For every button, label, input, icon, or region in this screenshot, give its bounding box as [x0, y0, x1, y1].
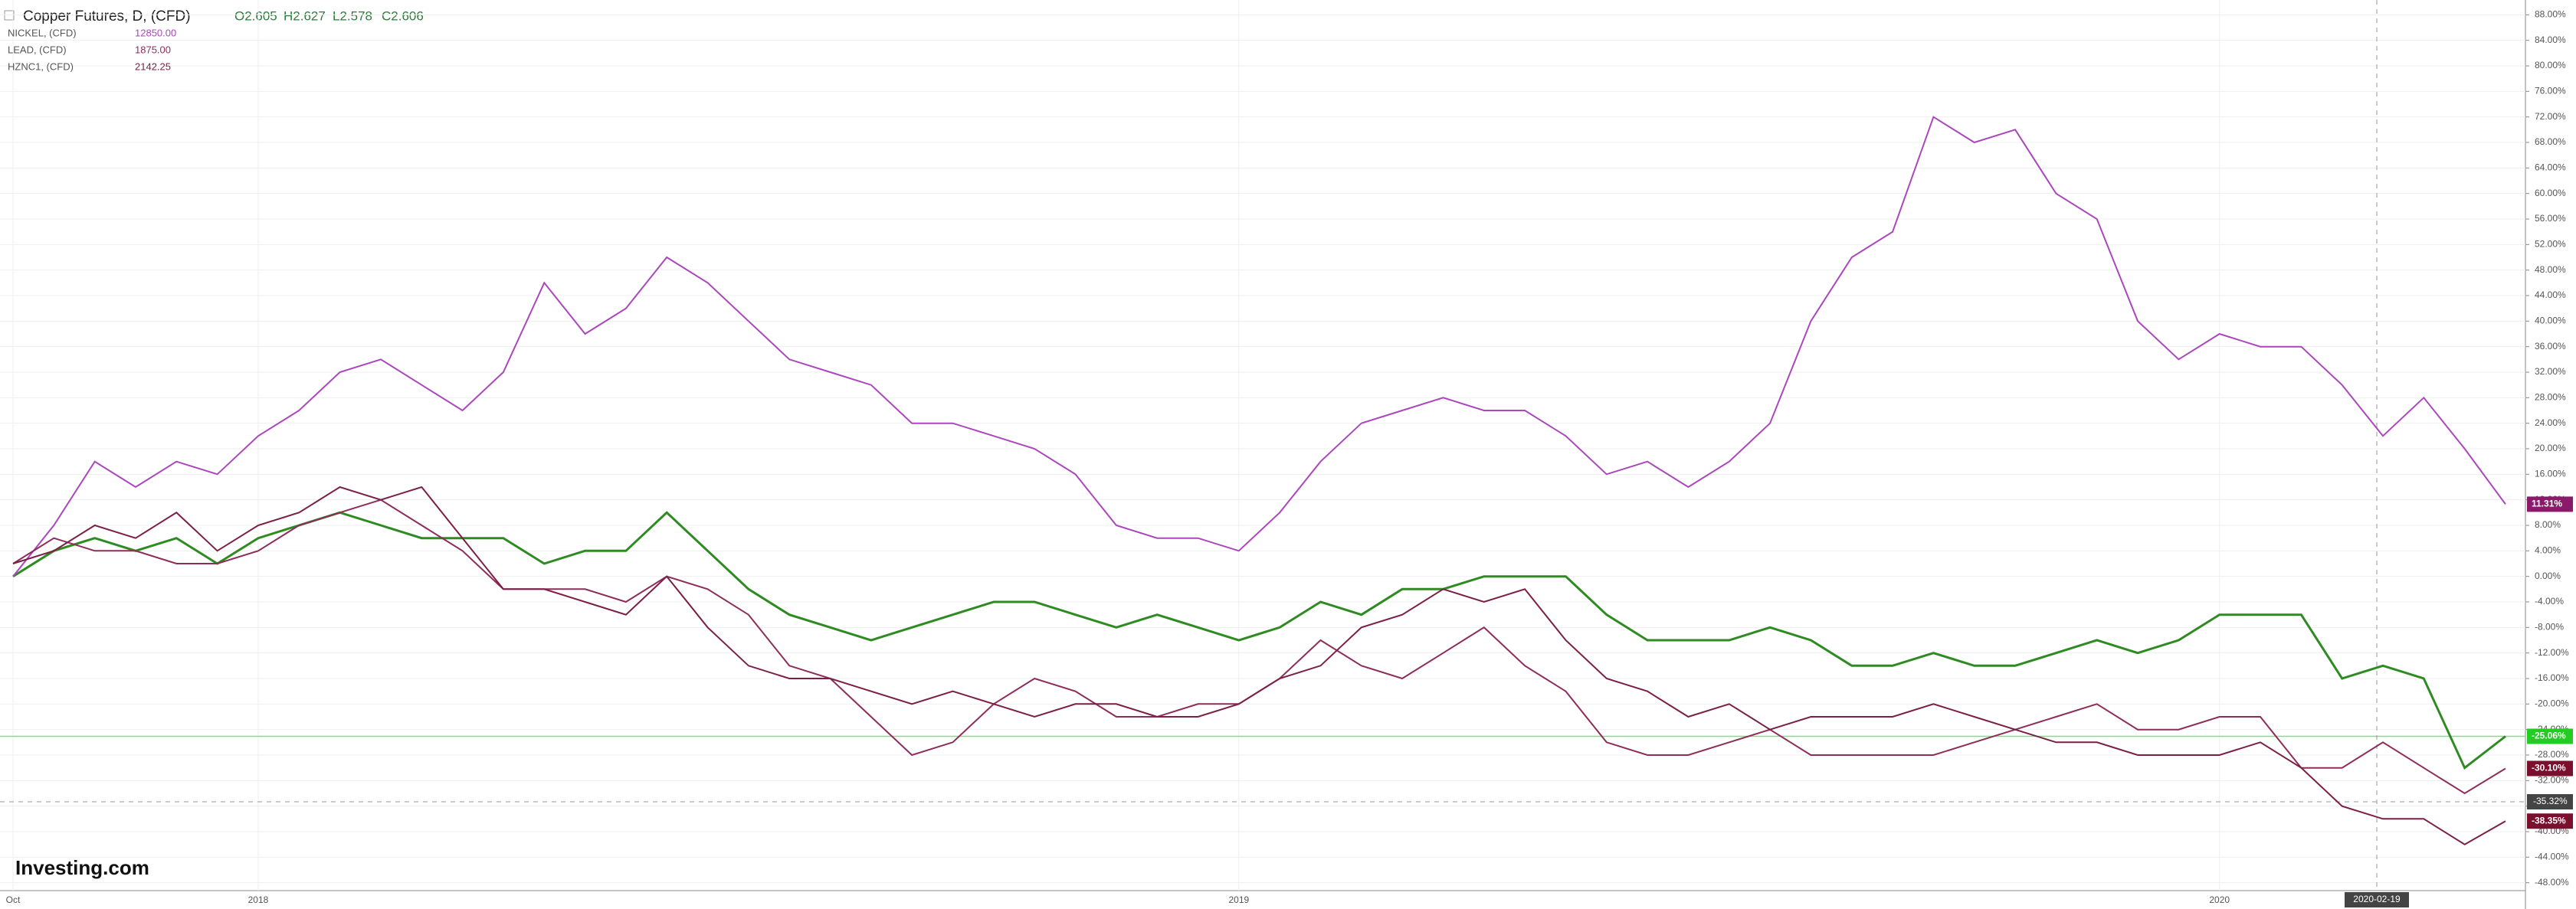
lines	[12, 116, 2506, 845]
y-tick-label: 16.00%	[2535, 469, 2566, 479]
y-tick-label: 84.00%	[2535, 34, 2566, 45]
y-tick-label: 24.00%	[2535, 417, 2566, 428]
y-tick-label: 52.00%	[2535, 239, 2566, 250]
legend-name: LEAD, (CFD)	[8, 44, 67, 55]
y-tick-label: -48.00%	[2535, 877, 2569, 888]
series-line	[12, 486, 2506, 845]
ohlc-close: C2.606	[382, 8, 424, 23]
main-symbol: Copper Futures, D, (CFD)	[23, 8, 191, 25]
last-value-box	[2527, 728, 2573, 744]
series-line	[12, 116, 2506, 577]
last-value-box	[2527, 496, 2573, 512]
crosshair-y-label: -35.32%	[2533, 796, 2568, 806]
y-tick-label: 40.00%	[2535, 316, 2566, 326]
last-value-label: -30.10%	[2532, 763, 2566, 773]
y-tick-label: -20.00%	[2535, 698, 2569, 709]
collapse-icon[interactable]	[4, 10, 15, 21]
y-tick-label: 0.00%	[2535, 571, 2561, 581]
y-tick-label: -44.00%	[2535, 852, 2569, 862]
y-tick-label: 88.00%	[2535, 9, 2566, 20]
y-tick-label: 28.00%	[2535, 392, 2566, 403]
last-value-label: -25.06%	[2532, 731, 2566, 741]
crosshair-y-box	[2527, 794, 2573, 809]
logo: Investing.com	[15, 856, 149, 879]
grid	[0, 0, 2525, 891]
y-tick-label: 36.00%	[2535, 341, 2566, 352]
series-line	[12, 511, 2506, 770]
y-tick-label: -4.00%	[2535, 596, 2564, 607]
y-tick-label: 68.00%	[2535, 136, 2566, 147]
crosshair-x-label: 2020-02-19	[2353, 894, 2401, 904]
y-tick-label: -28.00%	[2535, 749, 2569, 760]
y-tick-label: 72.00%	[2535, 111, 2566, 122]
last-value-label: -38.35%	[2532, 815, 2566, 826]
x-tick-label: 2019	[1228, 894, 1249, 905]
ohlc-open: O2.605	[234, 8, 277, 23]
last-value-box	[2527, 813, 2573, 829]
y-tick-label: 44.00%	[2535, 289, 2566, 300]
y-tick-label: 64.00%	[2535, 162, 2566, 173]
x-tick-label: Oct	[6, 894, 21, 905]
y-tick-label: -12.00%	[2535, 647, 2569, 658]
y-tick-label: 76.00%	[2535, 86, 2566, 96]
x-tick-label: 2020	[2209, 894, 2230, 905]
y-tick-label: 80.00%	[2535, 60, 2566, 70]
ohlc-high: H2.627	[283, 8, 326, 23]
x-tick-label: 2018	[248, 894, 269, 905]
last-value-label: 11.31%	[2532, 499, 2562, 509]
y-tick-label: 48.00%	[2535, 264, 2566, 275]
ohlc-low: L2.578	[333, 8, 372, 23]
y-tick-label: 56.00%	[2535, 213, 2566, 224]
legend-price: 1875.00	[135, 44, 171, 55]
crosshair-x-box	[2345, 892, 2409, 907]
legend-name: HZNC1, (CFD)	[8, 60, 74, 72]
y-tick-label: -32.00%	[2535, 775, 2569, 786]
y-tick-label: -16.00%	[2535, 672, 2569, 683]
y-tick-label: 20.00%	[2535, 443, 2566, 453]
y-tick-label: 32.00%	[2535, 366, 2566, 377]
y-tick-label: 4.00%	[2535, 545, 2561, 556]
legend-price: 2142.25	[135, 60, 171, 72]
legend-price: 12850.00	[135, 27, 176, 38]
last-value-box	[2527, 760, 2573, 777]
y-tick-label: 8.00%	[2535, 519, 2561, 530]
y-tick-label: -8.00%	[2535, 622, 2564, 633]
y-tick-label: 60.00%	[2535, 188, 2566, 198]
legend-name: NICKEL, (CFD)	[8, 27, 77, 38]
labels: 88.00% 84.00% 80.00% 76.00% 72.00% 68.00% 64.0…	[6, 9, 2573, 907]
